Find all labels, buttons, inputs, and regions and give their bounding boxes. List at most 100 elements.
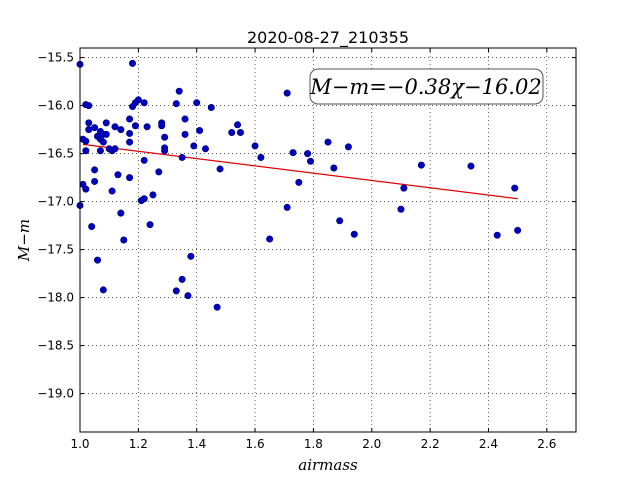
y-tick-label: −19.0 bbox=[37, 387, 74, 401]
data-point bbox=[111, 123, 119, 131]
fit-equation-box: M−m=−0.38χ−16.02 bbox=[309, 68, 544, 105]
fit-line bbox=[82, 143, 518, 200]
fit-line-group bbox=[82, 143, 518, 200]
data-point bbox=[336, 217, 344, 225]
data-point bbox=[196, 127, 204, 135]
data-point bbox=[99, 138, 107, 146]
data-point bbox=[181, 115, 189, 123]
data-point bbox=[216, 165, 224, 173]
axis-ticks: 1.0 1.2 1.4 1.6 1.8 2.0 2.2 2.4 2.6 −15.5 −16.0 −16… bbox=[37, 48, 576, 451]
data-point bbox=[117, 209, 125, 217]
x-axis-label: airmass bbox=[298, 456, 358, 474]
data-point bbox=[207, 104, 215, 112]
data-point bbox=[82, 185, 90, 193]
data-point bbox=[94, 256, 102, 264]
data-point bbox=[158, 122, 166, 130]
data-point bbox=[190, 142, 198, 150]
data-point bbox=[175, 87, 183, 95]
x-tick-label: 2.6 bbox=[537, 437, 556, 451]
data-point bbox=[178, 153, 186, 161]
data-point bbox=[85, 126, 93, 134]
data-point bbox=[289, 149, 297, 157]
data-point bbox=[251, 142, 259, 150]
data-point bbox=[201, 145, 209, 153]
data-point bbox=[114, 171, 122, 179]
data-point bbox=[234, 121, 242, 129]
data-point bbox=[120, 236, 128, 244]
data-point bbox=[91, 177, 99, 185]
data-point bbox=[193, 99, 201, 107]
data-point bbox=[400, 184, 408, 192]
data-point bbox=[172, 100, 180, 108]
data-point bbox=[283, 89, 291, 97]
data-point bbox=[236, 128, 244, 136]
data-point bbox=[85, 119, 93, 127]
data-point bbox=[511, 184, 519, 192]
data-point bbox=[324, 138, 332, 146]
data-point bbox=[140, 99, 148, 107]
data-point bbox=[155, 168, 163, 176]
data-point bbox=[134, 96, 142, 104]
x-tick-label: 1.8 bbox=[304, 437, 323, 451]
data-point bbox=[295, 178, 303, 186]
data-point bbox=[131, 122, 139, 130]
y-tick-label: −15.5 bbox=[37, 51, 74, 65]
data-point bbox=[126, 138, 134, 146]
x-tick-label: 2.2 bbox=[421, 437, 440, 451]
data-point bbox=[266, 235, 274, 243]
data-point bbox=[161, 133, 169, 141]
x-tick-label: 2.4 bbox=[479, 437, 498, 451]
data-point bbox=[143, 123, 151, 131]
data-point bbox=[330, 164, 338, 172]
data-point bbox=[184, 292, 192, 300]
x-tick-label: 2.0 bbox=[362, 437, 381, 451]
data-point bbox=[213, 303, 221, 311]
data-point bbox=[187, 252, 195, 260]
data-point bbox=[91, 166, 99, 174]
data-point bbox=[149, 191, 157, 199]
data-point bbox=[514, 226, 522, 234]
data-point bbox=[397, 205, 405, 213]
data-point bbox=[228, 128, 236, 136]
data-point bbox=[140, 156, 148, 164]
grid bbox=[80, 48, 576, 432]
plot-frame bbox=[79, 47, 577, 433]
data-point bbox=[85, 102, 93, 110]
x-tick-label: 1.6 bbox=[246, 437, 265, 451]
x-tick-label: 1.4 bbox=[187, 437, 206, 451]
y-tick-label: −18.0 bbox=[37, 291, 74, 305]
data-point bbox=[99, 286, 107, 294]
x-tick-label: 1.0 bbox=[70, 437, 89, 451]
y-tick-label: −18.5 bbox=[37, 339, 74, 353]
y-tick-label: −16.5 bbox=[37, 147, 74, 161]
data-point bbox=[306, 157, 314, 165]
data-point bbox=[111, 145, 119, 153]
data-point bbox=[181, 130, 189, 138]
data-point bbox=[417, 161, 425, 169]
data-point bbox=[283, 203, 291, 211]
data-point bbox=[91, 124, 99, 132]
data-point bbox=[467, 162, 475, 170]
data-point bbox=[257, 153, 265, 161]
fit-equation: M−m=−0.38χ−16.02 bbox=[309, 75, 541, 99]
data-point bbox=[350, 230, 358, 238]
data-point bbox=[108, 187, 116, 195]
fit-equation-frame bbox=[309, 68, 544, 105]
y-tick-label: −17.0 bbox=[37, 195, 74, 209]
data-point bbox=[129, 59, 137, 67]
data-point bbox=[88, 223, 96, 231]
y-tick-label: −16.0 bbox=[37, 99, 74, 113]
data-point bbox=[304, 150, 312, 158]
data-point bbox=[126, 129, 134, 137]
data-point bbox=[96, 147, 104, 155]
data-point bbox=[146, 221, 154, 229]
data-point bbox=[102, 119, 110, 127]
data-points bbox=[76, 59, 522, 311]
data-point bbox=[344, 143, 352, 151]
data-point bbox=[178, 275, 186, 283]
chart-title: 2020-08-27_210355 bbox=[247, 28, 409, 48]
data-point bbox=[172, 287, 180, 295]
data-point bbox=[126, 174, 134, 182]
x-tick-label: 1.2 bbox=[129, 437, 148, 451]
